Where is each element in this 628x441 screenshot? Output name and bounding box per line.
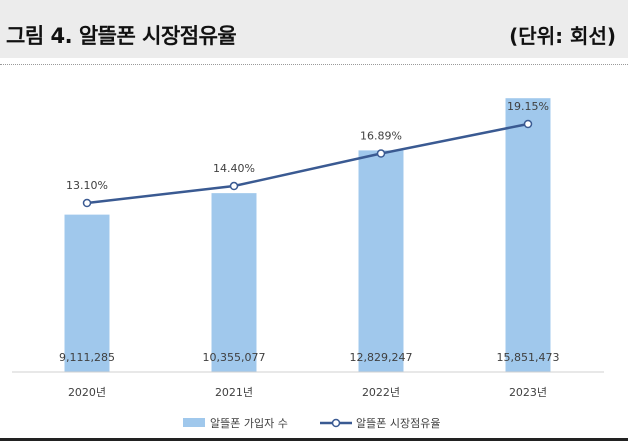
line-point-2022년 [376,149,386,158]
figure-header: 그림 4. 알뜰폰 시장점유율 (단위: 회선) [0,0,628,58]
bottom-rule [0,438,628,441]
figure-title: 그림 4. 알뜰폰 시장점유율 [6,24,237,48]
x-tick-label-2022년: 2022년 [362,386,400,399]
unit-label: (단위: 회선) [509,24,616,48]
bar-value-label-2021년: 10,355,077 [203,351,266,364]
bar-value-label-2022년: 12,829,247 [350,351,413,364]
dotted-divider [0,64,628,65]
x-tick-label-2020년: 2020년 [68,386,106,399]
bar-2023년 [505,98,551,372]
line-value-label-2021년: 14.40% [213,162,255,175]
bar-value-label-2023년: 15,851,473 [497,351,560,364]
line-point-2023년 [523,119,533,129]
line-series-market-share [86,122,529,205]
legend-swatch-marker [331,418,341,428]
legend-swatch-bar [183,418,205,427]
bar-2022년 [358,150,404,372]
bar-2021년 [211,193,257,372]
line-point-2021년 [229,181,239,191]
x-tick-label-2023년: 2023년 [509,386,547,399]
legend-label-line: 알뜰폰 시장점유율 [356,416,440,430]
line-point-2020년 [82,198,92,208]
line-value-label-2023년: 19.15% [507,100,549,113]
legend-label-bar: 알뜰폰 가입자 수 [210,416,288,430]
line-value-label-2022년: 16.89% [360,130,402,143]
bar-2020년 [64,214,110,372]
line-value-label-2020년: 13.10% [66,179,108,192]
bar-value-label-2020년: 9,111,285 [59,351,115,364]
x-tick-label-2021년: 2021년 [215,386,253,399]
